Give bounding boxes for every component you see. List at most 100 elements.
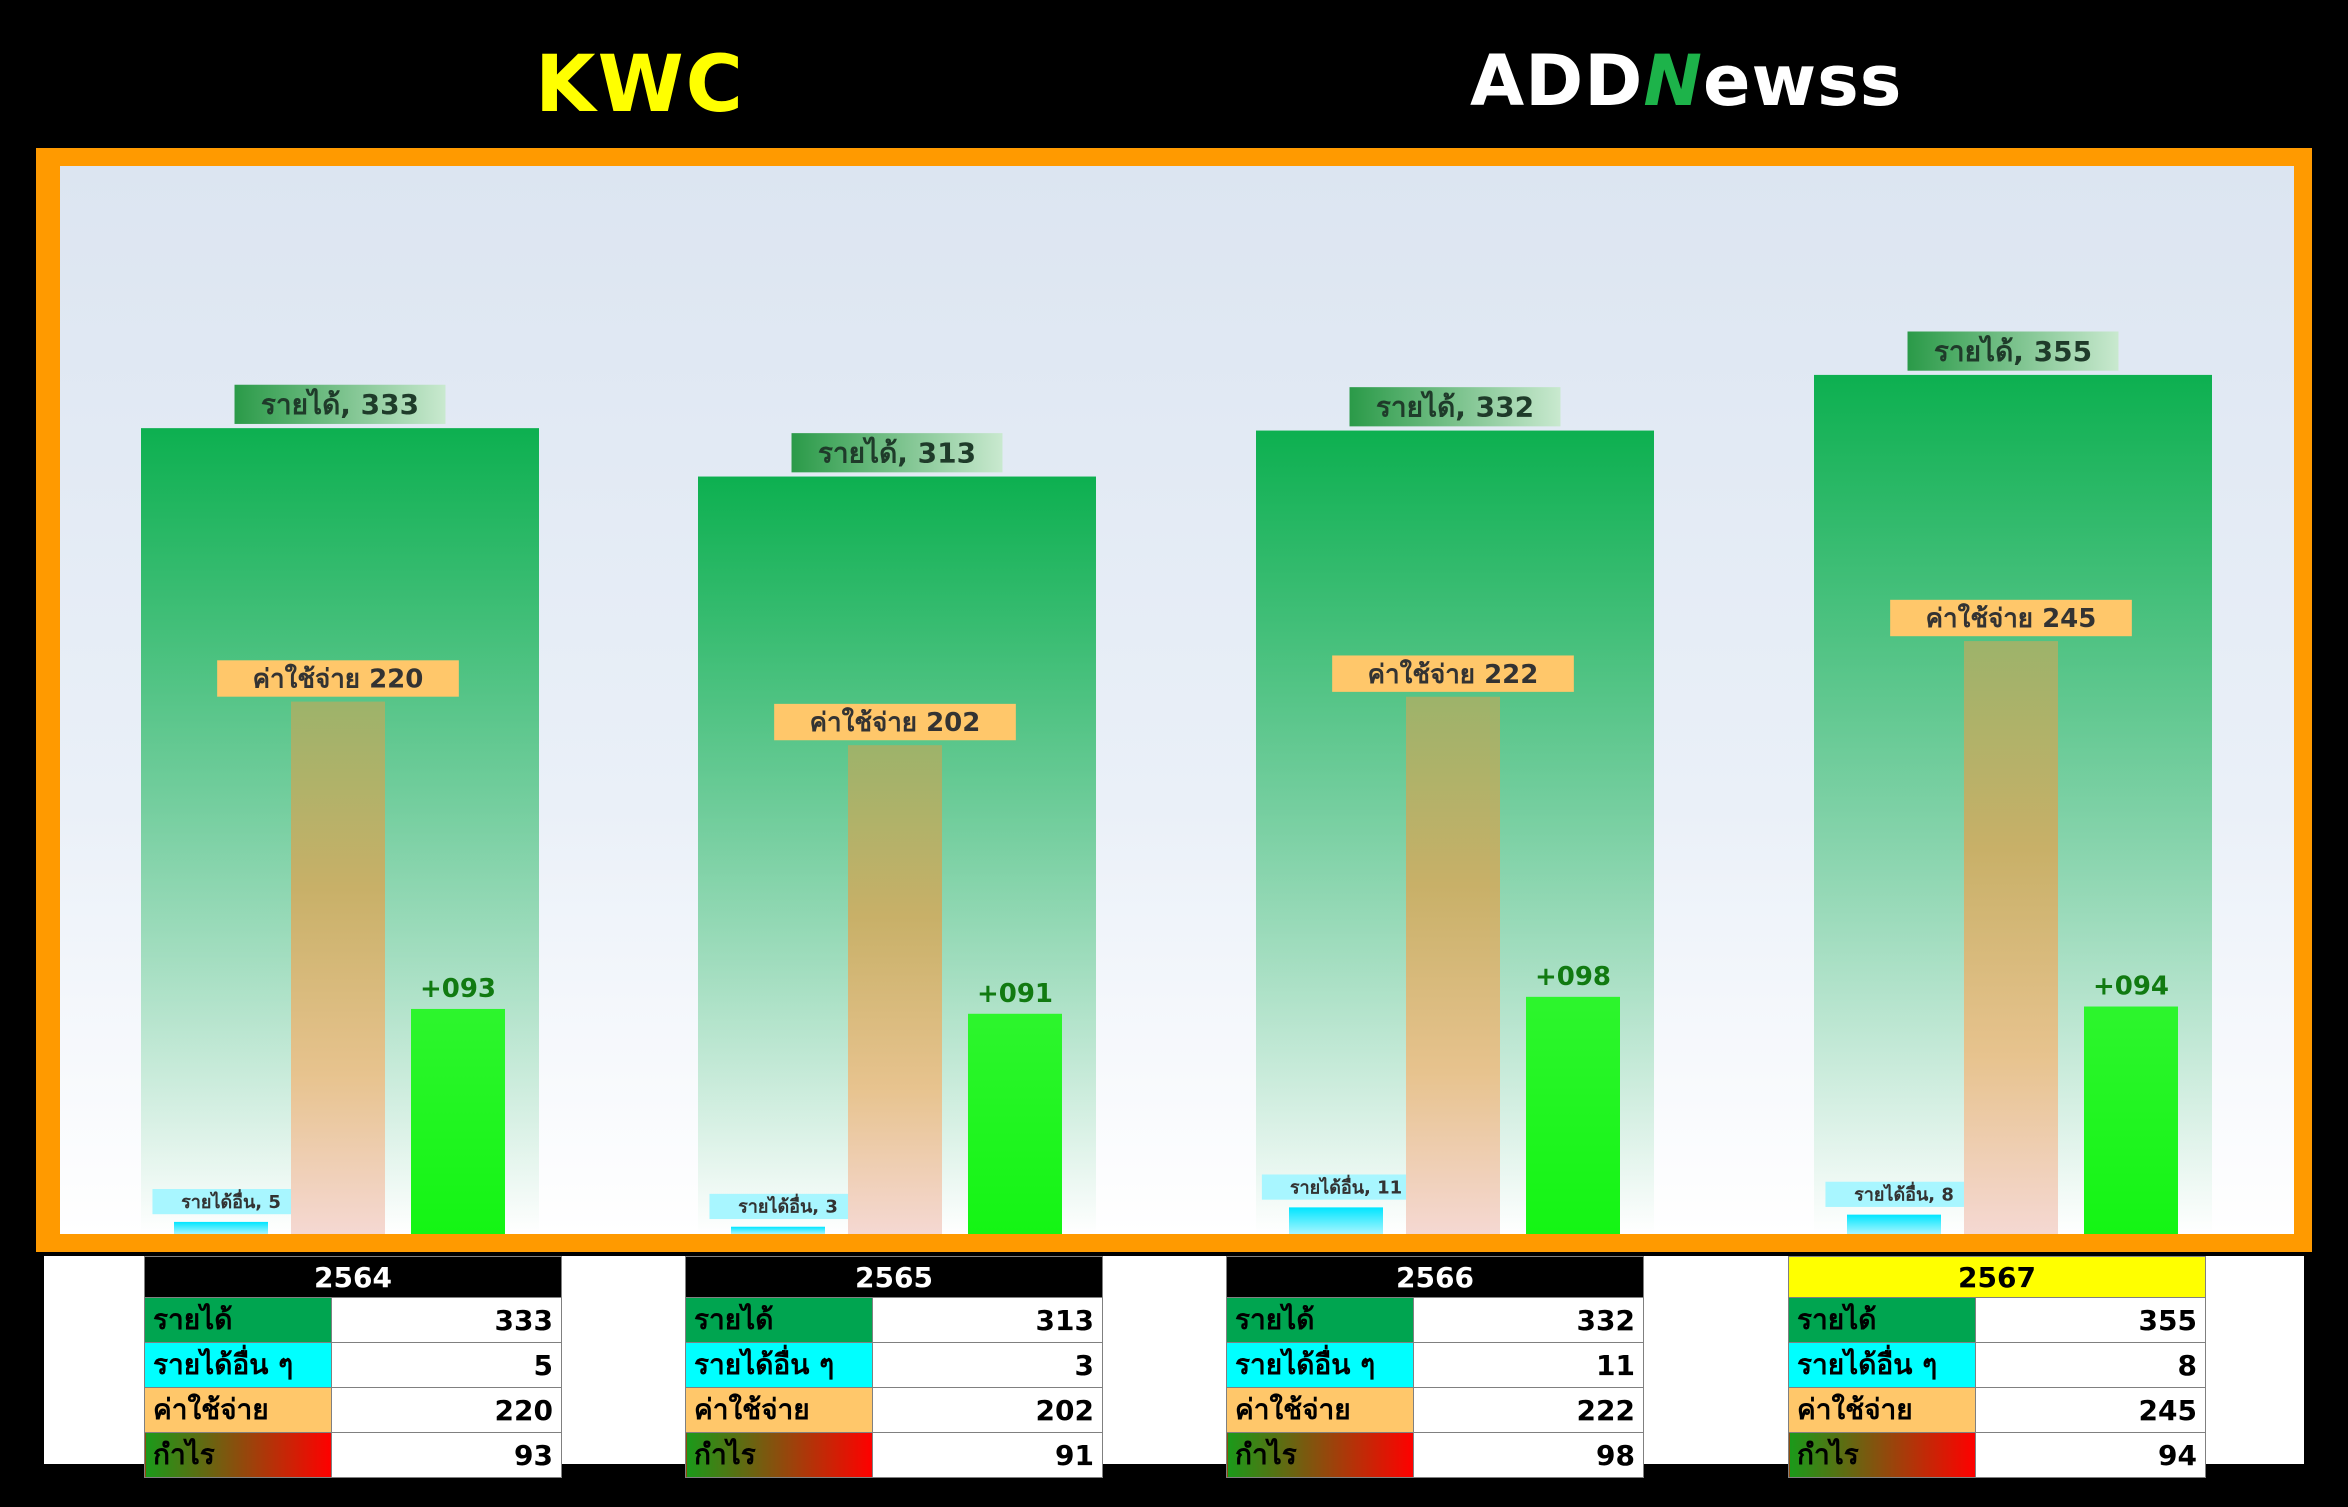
profit-bar <box>968 1013 1062 1234</box>
expense-label-bg <box>1890 599 2132 637</box>
expense-label-text: ค่าใช้จ่าย 202 <box>810 707 981 738</box>
other-income-bar <box>731 1226 825 1234</box>
expense-bar <box>848 745 942 1234</box>
row-value-revenue: 333 <box>331 1297 562 1343</box>
other-income-bar <box>1289 1207 1383 1234</box>
expense-label: ค่าใช้จ่าย 220 <box>217 660 459 697</box>
other-income-label-bg <box>152 1189 310 1215</box>
profit-label: +091 <box>977 979 1053 1009</box>
revenue-label-bg <box>234 384 446 424</box>
row-label-other-income: รายได้อื่น ๆ <box>1788 1342 1976 1388</box>
row-value-other-income: 8 <box>1975 1342 2206 1388</box>
revenue-label-text: รายได้, 313 <box>818 437 976 470</box>
row-value-profit: 93 <box>331 1432 562 1478</box>
row-value-expense: 220 <box>331 1387 562 1433</box>
row-label-profit: กำไร <box>685 1432 873 1478</box>
expense-label-bg <box>1332 655 1574 692</box>
chart-plot-area: รายได้, 333 รายได้อื่น, 5 ค่าใช้จ่าย 220 +0… <box>60 166 2294 1234</box>
profit-bar <box>411 1008 505 1234</box>
row-label-other-income: รายได้อื่น ๆ <box>1226 1342 1414 1388</box>
row-value-expense: 245 <box>1975 1387 2206 1433</box>
other-income-label: รายได้อื่น, 8 <box>1825 1181 1983 1207</box>
expense-label: ค่าใช้จ่าย 245 <box>1890 599 2132 637</box>
revenue-label: รายได้, 355 <box>1907 331 2119 371</box>
revenue-label-bg <box>1349 387 1561 427</box>
row-value-revenue: 332 <box>1413 1297 1644 1343</box>
row-label-profit: กำไร <box>1226 1432 1414 1478</box>
revenue-label-bg <box>791 433 1003 473</box>
other-income-label-bg <box>1825 1181 1983 1207</box>
logo-prefix: ADD <box>1470 40 1644 122</box>
other-income-label-text: รายได้อื่น, 5 <box>181 1189 281 1213</box>
other-income-label-text: รายได้อื่น, 8 <box>1854 1182 1954 1206</box>
year-table: 2566 รายได้ 332 รายได้อื่น ๆ 11 ค่าใช้จ่าย… <box>1226 1256 1644 1478</box>
profit-label-text: +093 <box>420 974 496 1004</box>
row-value-expense: 202 <box>872 1387 1103 1433</box>
expense-label: ค่าใช้จ่าย 202 <box>774 703 1016 741</box>
profit-label: +093 <box>420 974 496 1004</box>
other-income-bar <box>174 1221 268 1234</box>
other-income-label-bg <box>1261 1174 1431 1200</box>
row-value-profit: 98 <box>1413 1432 1644 1478</box>
revenue-label-bg <box>1907 331 2119 371</box>
row-label-expense: ค่าใช้จ่าย <box>1788 1387 1976 1433</box>
row-value-other-income: 11 <box>1413 1342 1644 1388</box>
expense-label-text: ค่าใช้จ่าย 220 <box>253 664 424 695</box>
row-label-expense: ค่าใช้จ่าย <box>685 1387 873 1433</box>
expense-bar <box>1964 641 2058 1234</box>
row-value-profit: 94 <box>1975 1432 2206 1478</box>
revenue-label: รายได้, 332 <box>1349 387 1561 427</box>
logo-n: N <box>1643 40 1703 122</box>
row-label-revenue: รายได้ <box>1226 1297 1414 1343</box>
profit-label-text: +098 <box>1535 962 1611 992</box>
ticker-title: KWC <box>535 40 745 130</box>
row-value-revenue: 313 <box>872 1297 1103 1343</box>
profit-bar <box>2084 1006 2178 1234</box>
row-label-revenue: รายได้ <box>1788 1297 1976 1343</box>
profit-bar <box>1526 996 1620 1234</box>
year-header: 2566 <box>1226 1256 1644 1298</box>
revenue-label-text: รายได้, 332 <box>1376 391 1534 424</box>
row-label-revenue: รายได้ <box>685 1297 873 1343</box>
other-income-label-bg <box>709 1193 867 1220</box>
row-label-profit: กำไร <box>1788 1432 1976 1478</box>
profit-label-text: +094 <box>2093 972 2169 1002</box>
row-value-expense: 222 <box>1413 1387 1644 1433</box>
year-header-current: 2567 <box>1788 1256 2206 1298</box>
other-income-label: รายได้อื่น, 11 <box>1261 1174 1431 1200</box>
addnewss-logo: ADDNewss <box>1470 40 2070 140</box>
expense-bar <box>1406 696 1500 1234</box>
revenue-label: รายได้, 333 <box>234 384 446 424</box>
other-income-label-text: รายได้อื่น, 3 <box>738 1194 838 1218</box>
row-label-expense: ค่าใช้จ่าย <box>144 1387 332 1433</box>
other-income-label-text: รายได้อื่น, 11 <box>1290 1174 1402 1198</box>
row-label-other-income: รายได้อื่น ๆ <box>685 1342 873 1388</box>
expense-label-text: ค่าใช้จ่าย 245 <box>1926 603 2097 634</box>
row-label-revenue: รายได้ <box>144 1297 332 1343</box>
row-label-expense: ค่าใช้จ่าย <box>1226 1387 1414 1433</box>
profit-label: +098 <box>1535 962 1611 992</box>
expense-bar <box>291 701 385 1234</box>
other-income-bar <box>1847 1214 1941 1234</box>
bar-chart: รายได้, 333 รายได้อื่น, 5 ค่าใช้จ่าย 220 +0… <box>141 331 2212 1234</box>
expense-label-bg <box>217 660 459 697</box>
row-label-profit: กำไร <box>144 1432 332 1478</box>
logo-suffix: ewss <box>1702 40 1903 122</box>
year-header: 2565 <box>685 1256 1103 1298</box>
year-header: 2564 <box>144 1256 562 1298</box>
row-value-other-income: 3 <box>872 1342 1103 1388</box>
row-value-revenue: 355 <box>1975 1297 2206 1343</box>
other-income-label: รายได้อื่น, 5 <box>152 1189 310 1215</box>
row-value-profit: 91 <box>872 1432 1103 1478</box>
revenue-label-text: รายได้, 333 <box>261 388 419 421</box>
profit-label: +094 <box>2093 972 2169 1002</box>
expense-label-bg <box>774 703 1016 741</box>
profit-label-text: +091 <box>977 979 1053 1009</box>
row-value-other-income: 5 <box>331 1342 562 1388</box>
other-income-label: รายได้อื่น, 3 <box>709 1193 867 1220</box>
revenue-label: รายได้, 313 <box>791 433 1003 473</box>
revenue-label-text: รายได้, 355 <box>1934 335 2092 368</box>
